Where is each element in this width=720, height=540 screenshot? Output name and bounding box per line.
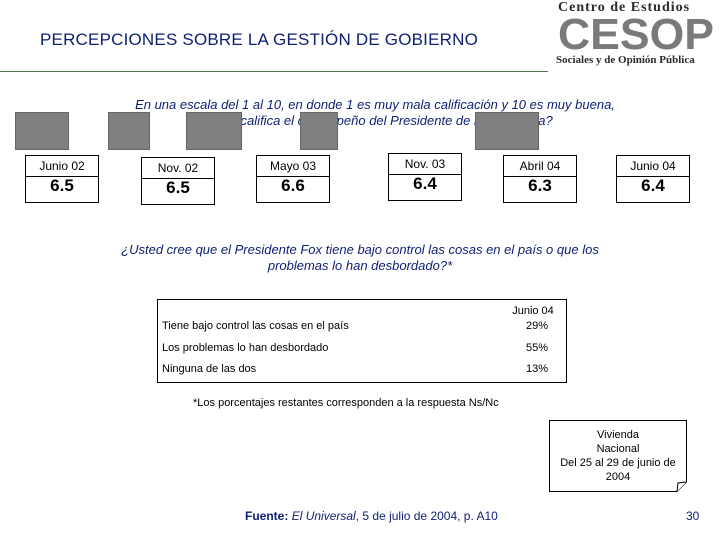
- table-row-label: Ninguna de las dos: [162, 363, 257, 375]
- folded-note-icon: [549, 420, 687, 492]
- page-title: PERCEPCIONES SOBRE LA GESTIÓN DE GOBIERN…: [40, 30, 479, 49]
- page-number: 30: [686, 509, 700, 523]
- question-grade-line1: En una escala del 1 al 10, en donde 1 es…: [135, 97, 615, 112]
- grade-value: 6.4: [413, 174, 437, 193]
- title-rule: [0, 71, 548, 72]
- table-row-label: Tiene bajo control las cosas en el país: [162, 320, 349, 332]
- question-grade-line2: ¿cómo califica el desempeño del Presiden…: [197, 113, 553, 128]
- grade-period: Abril 04: [519, 159, 561, 173]
- table-row-value: 55%: [525, 342, 549, 354]
- grade-box: Junio 02 6.5: [25, 155, 99, 203]
- table-row-value: 13%: [525, 363, 549, 375]
- grade-period: Junio 04: [630, 159, 676, 173]
- grade-box: Abril 04 6.3: [503, 155, 577, 203]
- grade-period: Nov. 02: [157, 161, 199, 175]
- table-column-header-period: Junio 04: [512, 305, 554, 317]
- grade-period: Mayo 03: [269, 159, 317, 173]
- logo-mark: CESOP: [556, 16, 716, 52]
- grade-value: 6.6: [281, 176, 305, 195]
- question-control: ¿Usted cree que el Presidente Fox tiene …: [60, 242, 660, 274]
- grade-box: Nov. 03 6.4: [388, 153, 462, 201]
- grade-box: Junio 04 6.4: [616, 155, 690, 203]
- gray-block: [108, 112, 150, 150]
- source-label: Fuente:: [245, 509, 289, 523]
- footnote: *Los porcentajes restantes corresponden …: [193, 397, 499, 409]
- grade-value: 6.4: [641, 176, 665, 195]
- source-publication: El Universal: [291, 509, 356, 523]
- survey-note-line4: 2004: [605, 471, 631, 483]
- table-row-label: Los problemas lo han desbordado: [162, 342, 329, 354]
- table-row-value: 29%: [525, 320, 549, 332]
- gray-block: [186, 112, 242, 150]
- grade-box: Mayo 03 6.6: [256, 155, 330, 203]
- cesop-logo: Centro de Estudios CESOP Sociales y de O…: [548, 0, 720, 72]
- gray-block: [475, 112, 539, 150]
- question-control-line2: problemas lo han desbordado?*: [267, 258, 453, 273]
- logo-mark-text: CESOP: [558, 16, 714, 52]
- results-table: Junio 04 Tiene bajo control las cosas en…: [157, 299, 567, 383]
- grade-value: 6.5: [50, 176, 74, 195]
- logo-top-text: Centro de Estudios: [558, 0, 691, 15]
- grade-value: 6.5: [166, 178, 190, 197]
- question-control-line1: ¿Usted cree que el Presidente Fox tiene …: [121, 242, 599, 257]
- gray-block: [300, 112, 338, 150]
- gray-block: [15, 112, 69, 150]
- survey-note-line3: Del 25 al 29 de junio de: [560, 457, 676, 469]
- table-column-header: Junio 04: [508, 305, 558, 318]
- survey-note-line1: Vivienda: [597, 429, 639, 441]
- grade-box: Nov. 02 6.5: [141, 157, 215, 205]
- logo-bottom-text: Sociales y de Opinión Pública: [556, 54, 695, 66]
- source-details: , 5 de julio de 2004, p. A10: [355, 509, 498, 523]
- survey-note: Vivienda Nacional Del 25 al 29 de junio …: [549, 420, 687, 492]
- question-grade: En una escala del 1 al 10, en donde 1 es…: [70, 97, 680, 129]
- source-citation: Fuente: El Universal, 5 de julio de 2004…: [245, 509, 498, 523]
- survey-note-line2: Nacional: [596, 443, 640, 455]
- grade-value: 6.3: [528, 176, 552, 195]
- grade-period: Junio 02: [39, 159, 85, 173]
- grade-period: Nov. 03: [404, 157, 446, 171]
